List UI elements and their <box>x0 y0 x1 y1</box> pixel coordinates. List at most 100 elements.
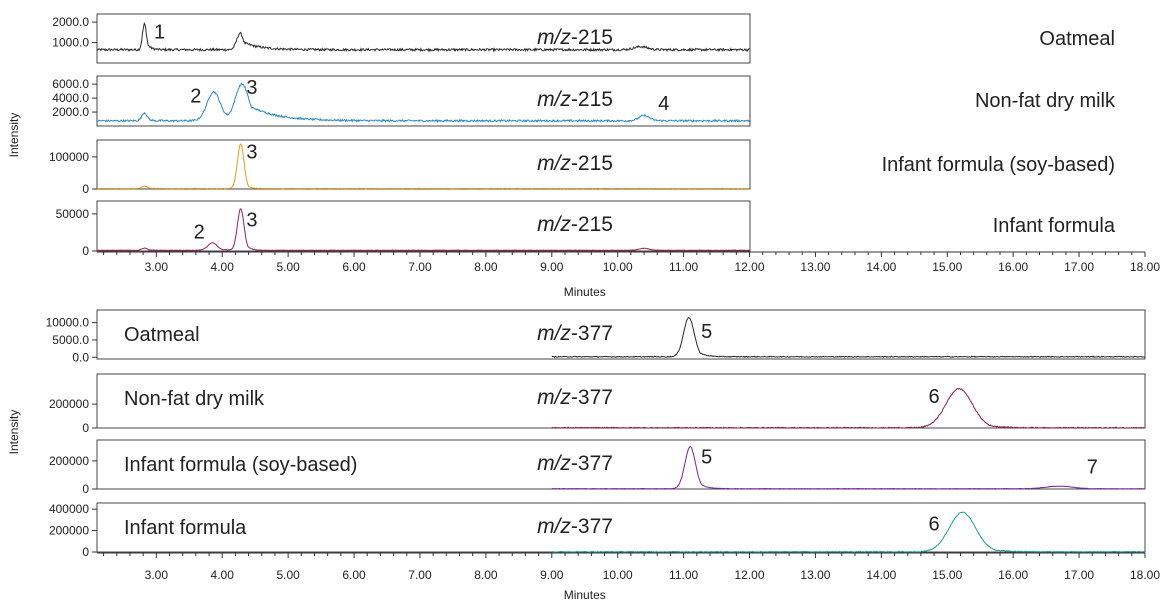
y-axis-label: Intensity <box>7 113 21 158</box>
mz-label: m/z-215 <box>537 213 613 236</box>
x-axis: 3.00 4.00 5.00 6.00 7.00 8.00 9.00 10.00 11.00 12… <box>97 251 1160 299</box>
x-tick-label: 11.00 <box>669 260 698 274</box>
mz-label: m/z-377 <box>537 386 613 409</box>
x-tick-label: 6.00 <box>342 568 366 582</box>
x-tick-label: 3.00 <box>145 260 169 274</box>
peak-label: 1 <box>154 21 165 43</box>
x-tick-label: 14.00 <box>866 568 896 582</box>
panel-frame <box>96 309 1146 360</box>
y-tick-label: 200000 <box>49 524 89 538</box>
x-axis: 3.00 4.00 5.00 6.00 7.00 8.00 9.00 10.00 11.00 12… <box>97 552 1160 602</box>
x-tick-label: 4.00 <box>211 568 235 582</box>
y-tick-label: 1000.0 <box>52 36 89 50</box>
x-tick-label: 17.00 <box>1064 568 1094 582</box>
panel-frame <box>96 13 751 64</box>
y-tick-label: 400000 <box>49 502 89 516</box>
x-tick-label: 5.00 <box>276 260 300 274</box>
y-tick-label: 2000.0 <box>52 105 89 119</box>
y-tick-label: 4000.0 <box>52 91 89 105</box>
x-tick-label: 10.00 <box>603 568 633 582</box>
x-tick-label: 14.00 <box>866 260 896 274</box>
panel-frame <box>96 75 751 127</box>
sample-name: Oatmeal <box>1039 28 1115 50</box>
x-tick-label: 16.00 <box>998 260 1028 274</box>
panel-1: 2000.0 1000.0 m/z-215 Oatmeal 1 <box>52 13 1115 64</box>
y-tick-label: 10000.0 <box>46 316 90 330</box>
x-tick-label: 7.00 <box>408 568 432 582</box>
y-tick-label: 0 <box>82 421 89 435</box>
peak-label: 6 <box>929 514 940 536</box>
mz-label: m/z-377 <box>537 322 613 345</box>
series-trace <box>551 317 1146 358</box>
peak-label: 2 <box>190 85 201 107</box>
y-tick-label: 5000.0 <box>52 333 89 347</box>
y-tick-label: 2000.0 <box>52 15 89 29</box>
peak-label: 5 <box>701 321 712 343</box>
y-axis-label: Intensity <box>7 410 21 455</box>
x-tick-label: 12.00 <box>735 260 765 274</box>
mz-label: m/z-215 <box>537 88 613 111</box>
panel-frame <box>96 502 1146 553</box>
panel-frame <box>96 200 751 252</box>
panel-3: 200000 0 m/z-377 Infant formula (soy-based)… <box>49 439 1146 496</box>
y-tick-label: 6000.0 <box>52 77 89 91</box>
x-tick-label: 6.00 <box>342 260 366 274</box>
series-trace <box>551 511 1146 553</box>
mz-label: m/z-377 <box>537 452 613 475</box>
y-tick-label: 200000 <box>49 454 89 468</box>
peak-label: 4 <box>658 93 669 115</box>
sample-name: Non-fat dry milk <box>124 388 265 410</box>
y-tick-label: 100000 <box>49 150 89 164</box>
y-tick-label: 0 <box>82 482 89 496</box>
y-tick-label: 200000 <box>49 397 89 411</box>
panel-4: 400000 200000 0 m/z-377 Infant formula 6 <box>49 502 1146 559</box>
y-tick-label: 0.0 <box>72 350 89 364</box>
series-trace <box>97 143 750 190</box>
series-trace <box>96 208 750 252</box>
peak-label: 3 <box>246 141 257 163</box>
x-tick-label: 18.00 <box>1130 260 1160 274</box>
x-tick-label: 9.00 <box>540 568 564 582</box>
x-tick-label: 16.00 <box>998 568 1028 582</box>
peak-label: 5 <box>701 447 712 469</box>
series-trace <box>551 387 1146 429</box>
x-tick-label: 15.00 <box>932 260 962 274</box>
panel-frame <box>96 139 751 190</box>
sample-name: Non-fat dry milk <box>975 90 1116 112</box>
mz-label: m/z-215 <box>537 152 613 175</box>
sample-name: Infant formula <box>124 517 247 539</box>
x-tick-label: 17.00 <box>1064 260 1094 274</box>
mz-label: m/z-377 <box>537 515 613 538</box>
x-tick-label: 18.00 <box>1130 568 1160 582</box>
panel-4: 50000 0 m/z-215 Infant formula 2 3 <box>56 200 1116 258</box>
peak-label: 3 <box>246 210 257 232</box>
panel-2: 200000 0 m/z-377 Non-fat dry milk 6 <box>49 373 1146 435</box>
y-tick-label: 0 <box>82 545 89 559</box>
x-tick-label: 12.00 <box>735 568 765 582</box>
peak-label: 2 <box>194 221 205 243</box>
x-tick-label: 8.00 <box>474 568 498 582</box>
x-tick-label: 7.00 <box>408 260 432 274</box>
peak-label: 3 <box>246 77 257 99</box>
x-tick-label: 3.00 <box>145 568 169 582</box>
x-axis-label: Minutes <box>564 588 606 602</box>
sample-name: Oatmeal <box>124 324 200 346</box>
series-trace <box>96 82 750 123</box>
sample-name: Infant formula <box>993 215 1116 237</box>
y-tick-label: 50000 <box>56 207 90 221</box>
sample-name: Infant formula (soy-based) <box>882 154 1115 176</box>
x-tick-label: 9.00 <box>540 260 564 274</box>
mz-label: m/z-215 <box>537 26 613 49</box>
panel-3: 100000 0 m/z-215 Infant formula (soy-based)… <box>49 139 1115 196</box>
peak-label: 7 <box>1087 457 1098 479</box>
x-tick-label: 4.00 <box>211 260 235 274</box>
x-tick-label: 15.00 <box>932 568 962 582</box>
y-tick-label: 0 <box>82 182 89 196</box>
figure-mz377: Intensity 10000.0 5000.0 0.0 m/z-377 Oatmeal 5… <box>7 309 1160 602</box>
x-tick-label: 13.00 <box>800 568 830 582</box>
series-trace <box>96 21 750 53</box>
x-tick-label: 8.00 <box>474 260 498 274</box>
figure-mz215: Intensity 2000.0 1000.0 m/z-215 Oatmeal 1 6000… <box>7 13 1160 299</box>
x-tick-label: 10.00 <box>603 260 633 274</box>
